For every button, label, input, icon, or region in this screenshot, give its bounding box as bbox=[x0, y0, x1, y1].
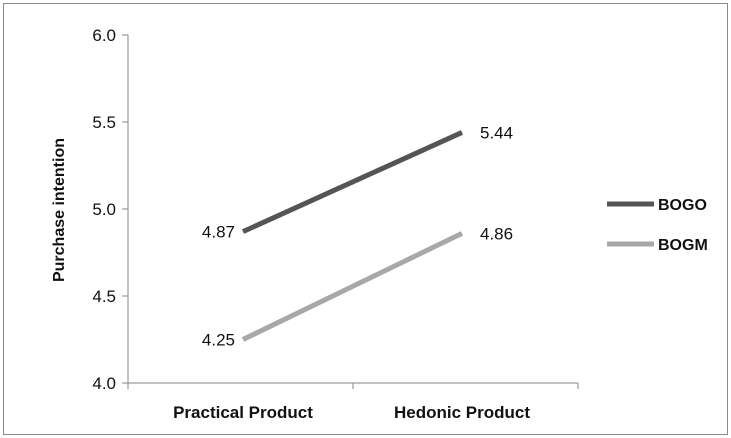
y-axis-title: Purchase intention bbox=[51, 138, 68, 282]
y-tick-label: 5.5 bbox=[92, 113, 116, 132]
legend-label: BOGO bbox=[658, 197, 707, 214]
legend: BOGO BOGM bbox=[607, 197, 708, 254]
series-bogo: 4.87 5.44 bbox=[202, 123, 513, 241]
data-label: 4.25 bbox=[202, 331, 235, 350]
y-tick-label: 4.0 bbox=[92, 374, 116, 393]
data-label: 4.87 bbox=[202, 223, 235, 242]
legend-item-bogo: BOGO bbox=[607, 197, 707, 214]
data-label: 5.44 bbox=[480, 123, 513, 142]
series-line bbox=[241, 231, 464, 342]
x-category-label: Hedonic Product bbox=[394, 403, 530, 422]
chart-frame bbox=[3, 3, 728, 435]
y-tick-label: 4.5 bbox=[92, 287, 116, 306]
x-category-label: Practical Product bbox=[173, 403, 313, 422]
y-tick-label: 6.0 bbox=[92, 26, 116, 45]
data-label: 4.86 bbox=[480, 224, 513, 243]
y-tick-label: 5.0 bbox=[92, 200, 116, 219]
legend-item-bogm: BOGM bbox=[607, 237, 708, 254]
series-line bbox=[241, 130, 464, 234]
y-axis: 4.0 4.5 5.0 5.5 6.0 bbox=[92, 26, 129, 393]
series-bogm: 4.25 4.86 bbox=[202, 224, 513, 349]
legend-label: BOGM bbox=[658, 237, 708, 254]
x-axis: Practical Product Hedonic Product bbox=[127, 382, 579, 422]
series-layer: 4.87 5.44 4.25 4.86 bbox=[202, 123, 513, 349]
